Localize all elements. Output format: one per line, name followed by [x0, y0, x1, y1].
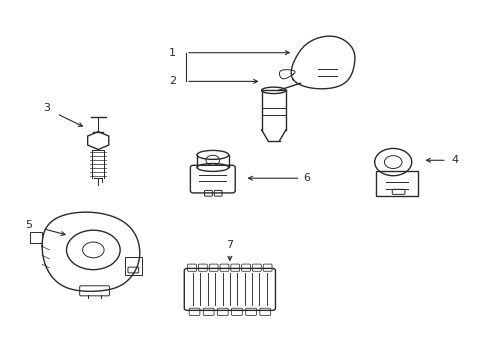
- Text: 6: 6: [303, 173, 309, 183]
- Text: 2: 2: [169, 76, 176, 86]
- Text: 5: 5: [25, 220, 32, 230]
- Text: 1: 1: [169, 48, 176, 58]
- Text: 7: 7: [226, 240, 233, 250]
- Text: 3: 3: [43, 103, 50, 113]
- Text: 4: 4: [451, 155, 458, 165]
